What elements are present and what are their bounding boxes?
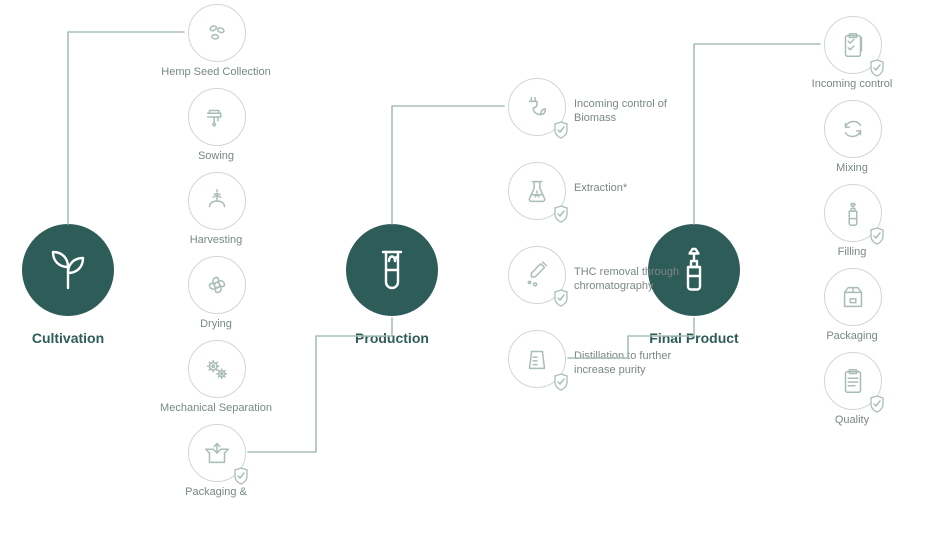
step-label: Quality [782,414,922,428]
verified-badge-icon [233,467,249,485]
step-label: Distillation to further increase purity [574,350,704,378]
step-pipette-icon [508,246,566,304]
step-label: Filling [782,246,922,260]
step-label: Harvesting [146,234,286,248]
step-box-out-icon [188,424,246,482]
production-phase-label: Production [332,330,452,346]
step-flask-icon [508,162,566,220]
step-label: Mixing [782,162,922,176]
step-fill-bottle-icon [824,184,882,242]
cultivation-phase-icon [22,224,114,316]
final-phase-label: Final Product [634,330,754,346]
step-package-icon [824,268,882,326]
verified-badge-icon [869,227,885,245]
verified-badge-icon [553,373,569,391]
step-cycle-icon [824,100,882,158]
step-sowing-icon [188,88,246,146]
verified-badge-icon [869,395,885,413]
step-label: Hemp Seed Collection [146,66,286,80]
verified-badge-icon [869,59,885,77]
step-harvest-icon [188,172,246,230]
step-label: Extraction* [574,182,704,196]
production-phase-icon [346,224,438,316]
step-seeds-icon [188,4,246,62]
step-label: Mechanical Separation [146,402,286,416]
step-label: THC removal through chromatography [574,266,704,294]
verified-badge-icon [553,289,569,307]
step-fan-icon [188,256,246,314]
step-clipboard-check-icon [824,16,882,74]
verified-badge-icon [553,205,569,223]
step-clipboard-lines-icon [824,352,882,410]
step-label: Sowing [146,150,286,164]
step-label: Incoming control [782,78,922,92]
step-gears-icon [188,340,246,398]
verified-badge-icon [553,121,569,139]
cultivation-phase-label: Cultivation [8,330,128,346]
step-label: Packaging & [146,486,286,500]
step-plug-sprout-icon [508,78,566,136]
step-label: Incoming control of Biomass [574,98,704,126]
step-label: Packaging [782,330,922,344]
step-beaker-icon [508,330,566,388]
step-label: Drying [146,318,286,332]
